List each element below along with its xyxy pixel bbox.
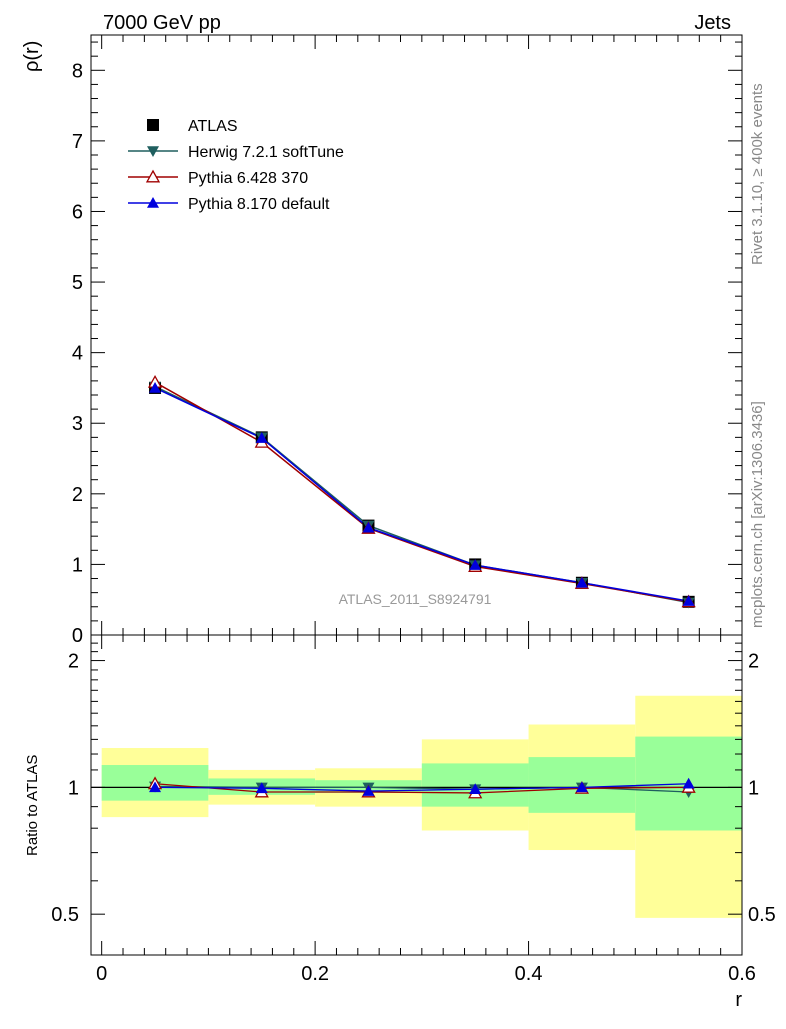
data-point [575, 576, 588, 588]
y-tick-label: 4 [72, 343, 83, 365]
ratio-ylabel: Ratio to ATLAS [24, 755, 41, 856]
analysis-label: ATLAS_2011_S8924791 [339, 591, 492, 607]
x-tick-label: 0.4 [515, 963, 543, 985]
ratio-data-point [255, 782, 268, 794]
jets-label: Jets [694, 12, 731, 34]
ratio-series-line [155, 783, 689, 792]
data-point [469, 559, 482, 570]
ratio-y-tick-label-right: 2 [748, 651, 759, 673]
legend-marker [147, 119, 159, 131]
ratio-y-tick-label: 1 [68, 777, 79, 799]
ratio-series-layer [147, 776, 696, 799]
legend-marker [147, 146, 159, 157]
ratio-data-point [149, 781, 162, 793]
y-tick-label: 3 [72, 413, 83, 435]
energy-label: 7000 GeV pp [103, 12, 221, 34]
x-tick-label: 0 [96, 963, 107, 985]
ratio-panel-frame [90, 634, 743, 956]
ratio-data-point [682, 777, 695, 789]
ratio-y-tick-label-right: 0.5 [748, 904, 776, 926]
series-line [154, 381, 689, 603]
ratio-series-line [154, 783, 689, 794]
series-line [154, 385, 689, 604]
y-tick-label: 6 [72, 201, 83, 223]
legend-label: Pythia 8.170 default [188, 196, 330, 213]
ratio-data-point [575, 781, 588, 793]
legend-marker [145, 169, 161, 183]
mcplots-label: mcplots.cern.ch [arXiv:1306.3436] [749, 401, 766, 628]
ratio-data-point [469, 783, 482, 795]
ratio-y-tick-label: 2 [68, 651, 79, 673]
y-tick-label: 2 [72, 484, 83, 506]
ratio-y-tick-label: 0.5 [51, 904, 79, 926]
legend-label: ATLAS [188, 118, 238, 135]
legend-label: Pythia 6.428 370 [188, 170, 308, 187]
y-tick-label: 7 [72, 131, 83, 153]
main-ylabel: ρ(r) [21, 41, 43, 72]
main-axis-ticks: 0 1 2 3 4 5 6 7 8 [72, 35, 743, 647]
ratio-data-point [362, 785, 375, 796]
series-line [154, 387, 689, 602]
legend-marker [147, 197, 159, 208]
y-tick-label: 1 [72, 554, 83, 576]
ratio-uncertainty-bands [101, 695, 742, 918]
x-tick-label: 0.6 [728, 963, 756, 985]
legend: ATLAS Herwig 7.2.1 softTune Pythia 6.428 3… [128, 118, 344, 213]
data-point [362, 521, 375, 533]
y-tick-label: 5 [72, 272, 83, 294]
legend-label: Herwig 7.2.1 softTune [188, 144, 344, 161]
y-tick-label: 8 [72, 60, 83, 82]
data-point [149, 381, 162, 393]
ratio-axis-ticks: 0.5 0.5 1 1 2 2 0 0.2 0.4 0.6 [51, 635, 776, 985]
main-series-layer [147, 374, 696, 609]
rivet-version-label: Rivet 3.1.10, ≥ 400k events [749, 83, 766, 265]
y-tick-label: 0 [72, 625, 83, 647]
ratio-y-tick-label-right: 1 [748, 777, 759, 799]
data-point [255, 432, 268, 443]
x-tick-label: 0.2 [301, 963, 329, 985]
x-axis-title: r [735, 989, 742, 1011]
data-point [682, 595, 695, 606]
